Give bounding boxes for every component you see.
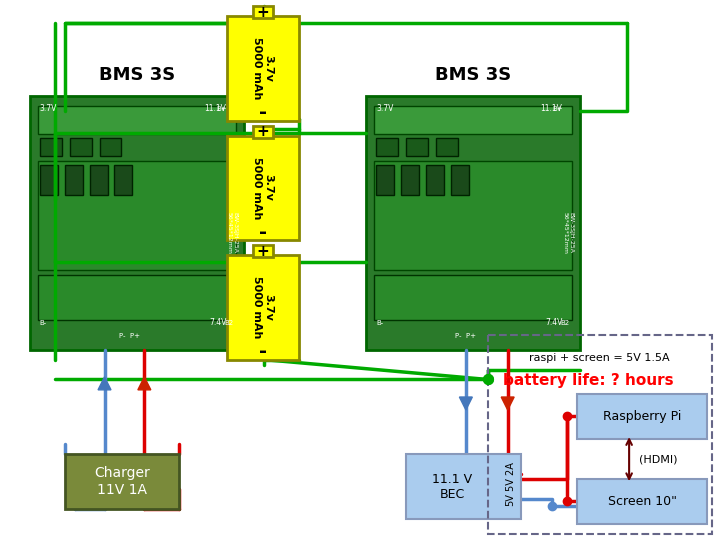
Text: Charger
11V 1A: Charger 11V 1A [94,467,150,497]
FancyBboxPatch shape [30,96,244,349]
Text: 5V 2A: 5V 2A [505,462,516,491]
Text: raspi + screen = 5V 1.5A: raspi + screen = 5V 1.5A [529,353,670,363]
FancyBboxPatch shape [374,160,572,270]
FancyBboxPatch shape [406,138,428,156]
Text: Raspberry Pi: Raspberry Pi [603,410,681,423]
FancyBboxPatch shape [406,454,521,519]
FancyBboxPatch shape [366,96,580,349]
FancyBboxPatch shape [426,165,444,195]
Text: Screen 10": Screen 10" [608,495,677,508]
FancyBboxPatch shape [40,165,58,195]
Text: BMS 3S: BMS 3S [435,66,511,84]
Text: P-  P+: P- P+ [456,333,477,339]
FancyBboxPatch shape [377,138,398,156]
Text: BMS 3S: BMS 3S [99,66,175,84]
Text: P-  P+: P- P+ [119,333,140,339]
FancyBboxPatch shape [70,138,91,156]
Text: B2: B2 [224,320,233,326]
Text: 3.7v
5000 mAh: 3.7v 5000 mAh [252,276,274,339]
FancyBboxPatch shape [38,160,236,270]
FancyBboxPatch shape [227,136,299,240]
Text: BW-3SJH-25A
56*45*12mm: BW-3SJH-25A 56*45*12mm [563,212,574,254]
FancyBboxPatch shape [38,275,236,320]
Text: -: - [258,103,267,122]
Text: -: - [258,222,267,242]
Text: B+: B+ [552,106,563,112]
FancyBboxPatch shape [451,165,469,195]
FancyBboxPatch shape [377,165,394,195]
FancyBboxPatch shape [577,394,707,439]
Text: 11.1 V
BEC: 11.1 V BEC [432,472,472,501]
Polygon shape [98,377,111,390]
Text: 7.4V: 7.4V [209,318,226,327]
Text: 3.7v
5000 mAh: 3.7v 5000 mAh [252,157,274,219]
Text: 3.7V: 3.7V [40,104,57,113]
FancyBboxPatch shape [577,479,707,524]
FancyBboxPatch shape [436,138,458,156]
Text: B-: B- [40,320,47,326]
Text: 5V: 5V [505,493,516,506]
FancyBboxPatch shape [227,255,299,360]
Text: -: - [258,342,267,361]
FancyBboxPatch shape [65,165,83,195]
FancyBboxPatch shape [253,245,273,257]
FancyBboxPatch shape [374,275,572,320]
Polygon shape [501,397,514,410]
Text: (HDMI): (HDMI) [639,454,678,464]
Text: 11.1V: 11.1V [204,104,226,113]
Text: B2: B2 [560,320,570,326]
Text: 7.4V: 7.4V [546,318,563,327]
FancyBboxPatch shape [89,165,107,195]
Text: 3.7v
5000 mAh: 3.7v 5000 mAh [252,37,274,99]
FancyBboxPatch shape [38,106,236,133]
FancyBboxPatch shape [401,165,419,195]
FancyBboxPatch shape [40,138,62,156]
Text: +: + [256,124,269,139]
Text: BW-3SJH-25A
56*45*12mm: BW-3SJH-25A 56*45*12mm [227,212,238,254]
Polygon shape [459,397,472,410]
Text: +: + [256,5,269,19]
FancyBboxPatch shape [253,126,273,138]
FancyBboxPatch shape [114,165,132,195]
Text: 11.1V: 11.1V [541,104,562,113]
FancyBboxPatch shape [253,6,273,18]
FancyBboxPatch shape [65,454,179,509]
Text: battery life: ? hours: battery life: ? hours [503,373,673,388]
Text: 3.7V: 3.7V [377,104,394,113]
Text: B-: B- [377,320,384,326]
Text: B+: B+ [216,106,227,112]
Polygon shape [138,377,150,390]
FancyBboxPatch shape [374,106,572,133]
Text: +: + [256,244,269,259]
Bar [487,335,712,534]
FancyBboxPatch shape [99,138,122,156]
FancyBboxPatch shape [227,16,299,120]
